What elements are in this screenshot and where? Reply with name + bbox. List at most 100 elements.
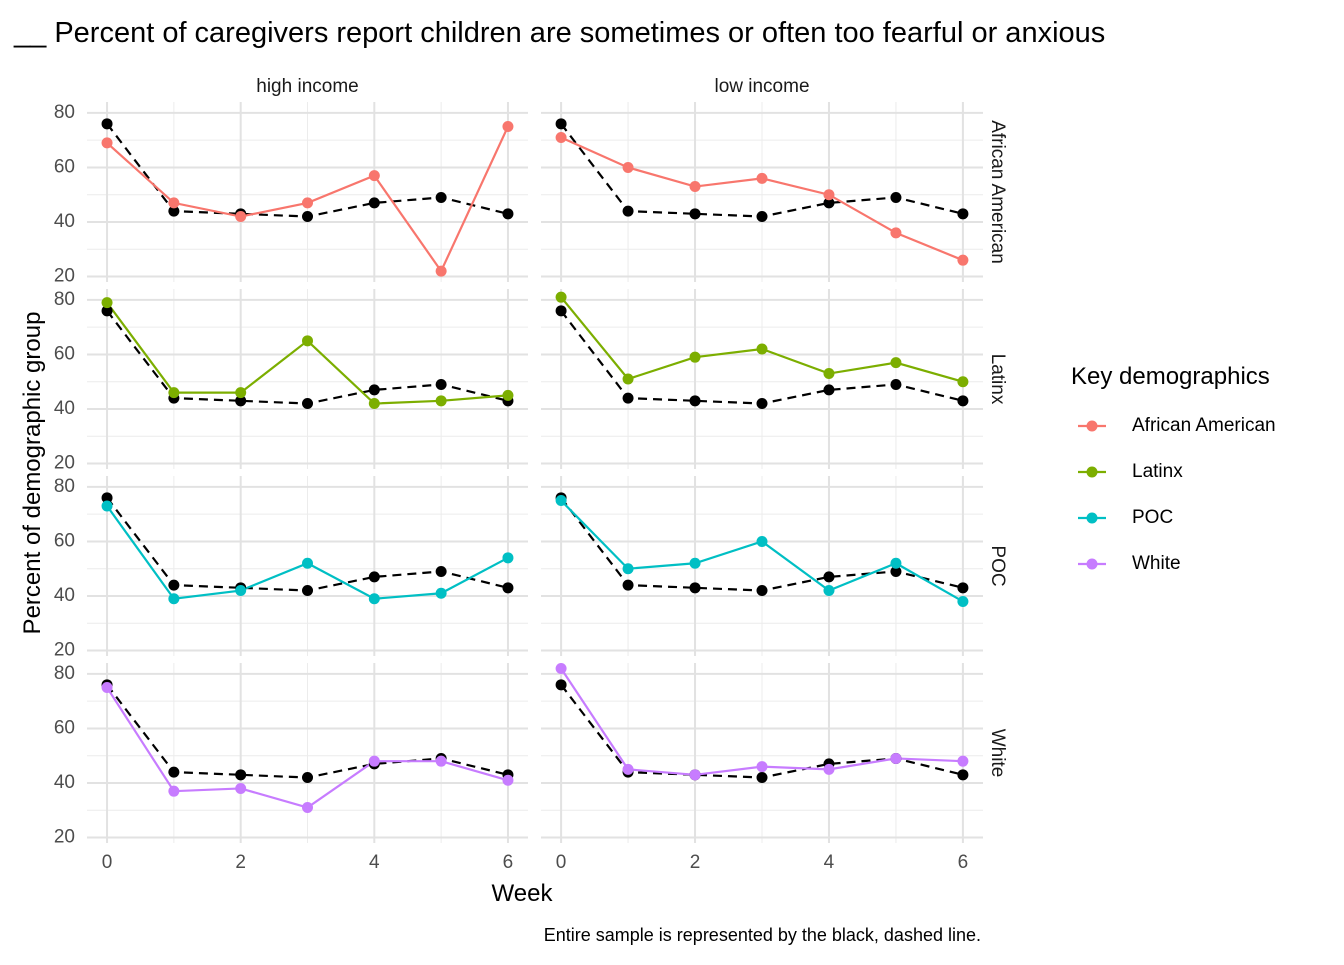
y-tick-label: 40 bbox=[54, 398, 75, 419]
data-point bbox=[957, 755, 969, 767]
data-point-entire-sample bbox=[890, 378, 902, 390]
data-point-entire-sample bbox=[435, 378, 447, 390]
data-point bbox=[622, 373, 634, 385]
data-point bbox=[622, 161, 634, 173]
data-point bbox=[555, 131, 567, 143]
legend-key-point bbox=[1086, 558, 1098, 570]
legend-item-label: Latinx bbox=[1132, 461, 1183, 482]
data-point bbox=[302, 335, 313, 347]
data-point-entire-sample bbox=[435, 565, 447, 577]
y-tick-label: 20 bbox=[54, 827, 75, 848]
facet-panel bbox=[87, 102, 528, 282]
data-point-entire-sample bbox=[689, 208, 701, 220]
y-tick-label: 80 bbox=[54, 476, 75, 497]
legend-key-point bbox=[1086, 512, 1098, 524]
y-axis-title: Percent of demographic group bbox=[19, 312, 46, 635]
data-point bbox=[435, 587, 447, 599]
facet-panel bbox=[541, 289, 983, 469]
data-point bbox=[235, 782, 247, 794]
data-point-entire-sample bbox=[302, 772, 313, 784]
data-point bbox=[235, 387, 247, 399]
data-point bbox=[756, 535, 768, 547]
data-point bbox=[502, 389, 514, 401]
data-point bbox=[823, 585, 835, 597]
data-point-entire-sample bbox=[689, 395, 701, 407]
data-point-entire-sample bbox=[756, 398, 768, 410]
data-point bbox=[689, 351, 701, 363]
data-point bbox=[689, 769, 701, 781]
y-tick-label: 60 bbox=[54, 343, 75, 364]
legend-title: Key demographics bbox=[1071, 363, 1270, 390]
data-point-entire-sample bbox=[823, 384, 835, 396]
y-tick-label: 60 bbox=[54, 156, 75, 177]
data-point bbox=[168, 387, 180, 399]
facet-panel bbox=[541, 102, 983, 282]
y-tick-label: 80 bbox=[54, 663, 75, 684]
legend-item-label: African American bbox=[1132, 415, 1276, 436]
data-point bbox=[235, 585, 247, 597]
y-tick-label: 60 bbox=[54, 717, 75, 738]
y-tick-label: 80 bbox=[54, 102, 75, 123]
facet-column-label: low income bbox=[714, 76, 809, 97]
data-point-entire-sample bbox=[555, 118, 567, 130]
data-point-entire-sample bbox=[302, 398, 313, 410]
data-point bbox=[756, 172, 768, 184]
legend-item-label: White bbox=[1132, 553, 1181, 574]
data-point bbox=[101, 682, 113, 694]
data-point-entire-sample bbox=[368, 197, 380, 209]
data-point bbox=[435, 395, 447, 407]
data-point bbox=[502, 552, 514, 564]
y-tick-label: 80 bbox=[54, 289, 75, 310]
data-point-entire-sample bbox=[689, 582, 701, 594]
data-point bbox=[555, 495, 567, 507]
y-tick-label: 20 bbox=[54, 640, 75, 661]
data-point bbox=[302, 197, 313, 209]
data-point bbox=[823, 189, 835, 201]
facet-panel bbox=[87, 663, 528, 843]
data-point bbox=[302, 802, 313, 814]
data-point-entire-sample bbox=[101, 305, 113, 317]
data-point bbox=[555, 291, 567, 303]
y-tick-label: 40 bbox=[54, 211, 75, 232]
data-point-entire-sample bbox=[368, 384, 380, 396]
facet-panel bbox=[87, 289, 528, 469]
data-point bbox=[890, 357, 902, 369]
data-point bbox=[368, 593, 380, 605]
data-point-entire-sample bbox=[168, 205, 180, 217]
facet-row-label: African American bbox=[987, 120, 1008, 264]
data-point bbox=[435, 265, 447, 277]
data-point-entire-sample bbox=[168, 766, 180, 778]
data-point bbox=[890, 752, 902, 764]
facet-panel bbox=[541, 476, 983, 656]
data-point bbox=[368, 398, 380, 410]
legend-item-label: POC bbox=[1132, 507, 1173, 528]
data-point-entire-sample bbox=[502, 582, 514, 594]
data-point-entire-sample bbox=[168, 579, 180, 591]
data-point-entire-sample bbox=[235, 769, 247, 781]
data-point-entire-sample bbox=[823, 571, 835, 583]
data-point-entire-sample bbox=[101, 492, 113, 504]
chart-caption: Entire sample is represented by the blac… bbox=[544, 925, 981, 945]
facet-row-label: POC bbox=[987, 545, 1008, 586]
facet-panel bbox=[541, 663, 983, 843]
x-tick-label: 2 bbox=[235, 852, 246, 873]
facet-row-label: White bbox=[987, 729, 1008, 778]
data-point bbox=[689, 557, 701, 569]
x-tick-label: 4 bbox=[369, 852, 380, 873]
facet-column-label: high income bbox=[256, 76, 358, 97]
x-tick-label: 4 bbox=[824, 852, 835, 873]
data-point-entire-sample bbox=[622, 205, 634, 217]
data-point bbox=[957, 376, 969, 388]
data-point-entire-sample bbox=[302, 211, 313, 223]
data-point-entire-sample bbox=[823, 197, 835, 209]
data-point bbox=[756, 761, 768, 773]
data-point bbox=[555, 662, 567, 674]
data-point-entire-sample bbox=[957, 208, 969, 220]
data-point-entire-sample bbox=[435, 191, 447, 203]
data-point-entire-sample bbox=[957, 769, 969, 781]
data-point bbox=[502, 121, 514, 133]
data-point-entire-sample bbox=[890, 565, 902, 577]
data-point-entire-sample bbox=[756, 772, 768, 784]
